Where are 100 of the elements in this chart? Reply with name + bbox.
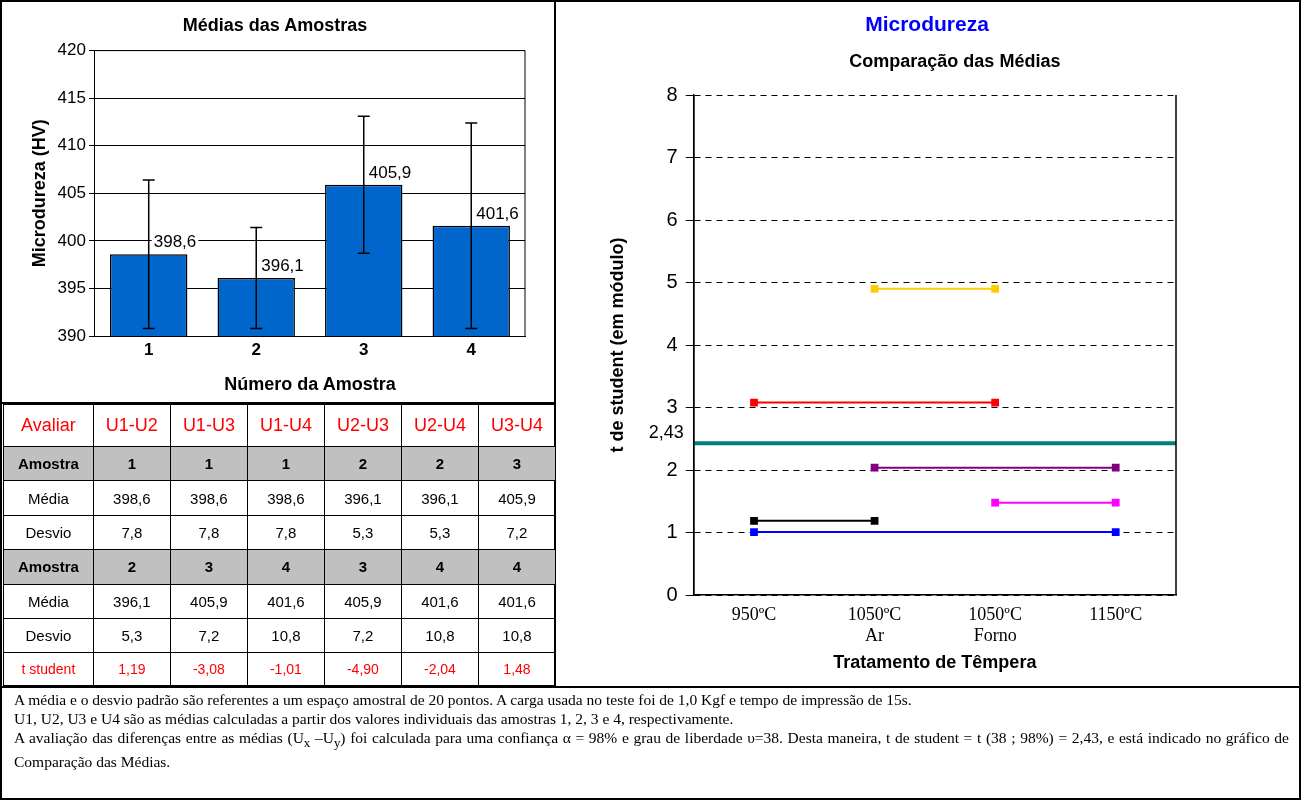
text: 2 [324, 446, 402, 481]
point [750, 528, 758, 536]
point [750, 398, 758, 407]
category-label: t student [21, 661, 76, 678]
text: 5,3 [324, 515, 402, 550]
text: 10,8 [247, 618, 325, 653]
category-label: U2-U3 [324, 404, 402, 447]
text: 5,3 [93, 618, 171, 653]
text: 4 [401, 549, 479, 585]
data-label: 405,9 [368, 162, 412, 182]
text: 405,9 [478, 480, 556, 516]
x-axis-title: Número da Amostra [224, 374, 397, 395]
text: 7,2 [170, 618, 248, 653]
point [870, 463, 879, 472]
text: 4 [478, 549, 556, 585]
y-axis-title: t de student (em módulo) [606, 237, 627, 453]
y-tick-label: 395 [57, 278, 86, 298]
point [750, 516, 758, 525]
category-label: Amostra [18, 455, 79, 473]
text: 3 [324, 549, 402, 585]
point [1111, 528, 1120, 536]
point [870, 516, 879, 525]
data-label: 401,6 [476, 203, 519, 223]
x-tick-label: 1050ºC Forno [968, 603, 1022, 646]
y-tick-label: 390 [57, 325, 86, 345]
text: U1, U2, U3 e U4 são as médias calculadas a partir dos valores individuais das amostras 1, 2, 3 e 4, respectivamente. [14, 709, 735, 728]
y-tick-label: 0 [666, 582, 678, 605]
point [991, 284, 1000, 293]
category-label: U1-U3 [170, 404, 248, 447]
y-tick-label: 1 [666, 520, 678, 543]
y-tick-label: 420 [57, 40, 86, 60]
text: 398,6 [170, 480, 248, 516]
text: 396,1 [93, 584, 171, 619]
text: 4 [247, 549, 325, 585]
x-tick-label: 1050ºC Ar [847, 603, 902, 646]
text: 405,9 [324, 584, 402, 619]
text: 401,6 [247, 584, 325, 619]
text: -1,01 [247, 652, 325, 686]
y-tick-label: 405 [57, 182, 86, 202]
text: 396,1 [401, 480, 479, 516]
point [870, 284, 879, 293]
text: 3 [478, 446, 556, 481]
point [1111, 463, 1120, 472]
x-axis-title: Tratamento de Têmpera [833, 652, 1038, 673]
category-label: U3-U4 [478, 404, 556, 447]
y-tick-label: 2 [666, 457, 678, 480]
y-tick-label: 6 [666, 207, 678, 230]
category-label: U1-U2 [93, 404, 171, 447]
y-axis-title: Microdureza (HV) [28, 119, 49, 268]
text: 1 [93, 446, 171, 481]
point [991, 398, 1000, 407]
text: 2 [93, 549, 171, 585]
ref-line-label: 2,43 [648, 422, 684, 443]
text: 7,2 [324, 618, 402, 653]
y-tick-label: 5 [666, 270, 678, 293]
text: Avaliar [3, 404, 94, 447]
y-tick-label: 3 [666, 395, 678, 418]
text: 398,6 [93, 480, 171, 516]
x-tick-label: 4 [466, 339, 477, 359]
category-label: Média [28, 592, 69, 610]
y-tick-label: 8 [666, 82, 678, 105]
text: 1 [170, 446, 248, 481]
text: 7,2 [478, 515, 556, 550]
category-label: U2-U4 [401, 404, 479, 447]
y-tick-label: 7 [666, 145, 678, 168]
text: -4,90 [324, 652, 402, 686]
category-label: U1-U4 [247, 404, 325, 447]
chart-title: Médias das Amostras [182, 14, 368, 35]
point [991, 498, 1000, 507]
x-tick-label: 3 [359, 339, 369, 359]
data-label: 398,6 [153, 232, 197, 252]
text: A média e o desvio padrão são referentes a um espaço amostral de 20 pontos. A carga usada no teste foi de 1,0 Kgf e tempo de impressão de 15s. [14, 690, 913, 709]
text: 405,9 [170, 584, 248, 619]
category-label: Média [28, 489, 69, 507]
text: 7,8 [170, 515, 248, 550]
text: -3,08 [170, 652, 248, 686]
text: 398,6 [247, 480, 325, 516]
y-tick-label: 400 [57, 230, 86, 250]
category-label: Desvio [25, 627, 72, 645]
x-tick-label: 2 [251, 339, 261, 359]
text: 396,1 [324, 480, 402, 516]
text: A avaliação das diferenças entre as médias (U$_{x}$ –U$_{y}$) foi calculada para uma confiança α = 98% e grau de liberdade υ=38. Desta maneira, t de student = t (38 ; 98%) = 2,43, e está indicado no gráfico de Comparação das Médias. [14, 729, 1289, 771]
text: 1 [247, 446, 325, 481]
text: 1,19 [93, 652, 171, 686]
text: 1,48 [478, 652, 556, 686]
text: 401,6 [478, 584, 556, 619]
chart-title: Microdureza [865, 12, 990, 36]
x-tick-label: 950ºC [731, 603, 777, 624]
text: 3 [170, 549, 248, 585]
x-tick-label: 1 [143, 339, 154, 359]
x-tick-label: 1150ºC [1089, 603, 1143, 624]
chart-subtitle: Comparação das Médias [849, 50, 1061, 71]
text: 7,8 [247, 515, 325, 550]
text: 401,6 [401, 584, 479, 619]
category-label: Desvio [25, 524, 72, 542]
category-label: Amostra [18, 558, 79, 576]
text: 10,8 [478, 618, 556, 653]
point [1111, 498, 1120, 507]
data-label: 396,1 [261, 256, 304, 276]
y-tick-label: 410 [57, 135, 86, 155]
